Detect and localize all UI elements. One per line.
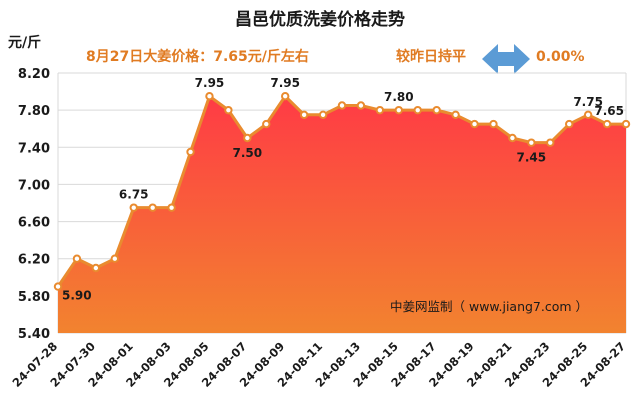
- area-series: [56, 94, 626, 334]
- data-point: [167, 203, 176, 212]
- data-point: [621, 119, 631, 129]
- data-point: [262, 119, 271, 129]
- data-point: [205, 92, 214, 101]
- y-tick-label: 5.40: [18, 327, 50, 342]
- data-points: [53, 92, 631, 291]
- data-point: [337, 101, 347, 110]
- y-tick-label: 6.20: [18, 253, 50, 268]
- data-point: [91, 263, 101, 273]
- data-point: [470, 119, 479, 129]
- data-point: [602, 119, 612, 129]
- data-point: [413, 105, 422, 115]
- y-tick-label: 7.80: [18, 104, 50, 119]
- data-point: [299, 110, 309, 119]
- data-point: [356, 101, 366, 110]
- chart-title: 昌邑优质洗姜价格走势: [235, 9, 405, 30]
- data-point: [546, 138, 555, 147]
- chart-subtitle-change: 较昨日持平: [396, 48, 466, 65]
- data-label: 5.90: [62, 289, 92, 303]
- data-label: 7.75: [573, 95, 603, 109]
- data-point: [72, 254, 82, 263]
- data-point: [527, 138, 536, 147]
- y-tick-label: 8.20: [18, 67, 50, 82]
- data-point: [186, 147, 195, 157]
- data-point: [129, 203, 138, 212]
- y-tick-label: 7.40: [18, 141, 50, 156]
- data-point: [583, 110, 593, 119]
- data-point: [53, 282, 63, 291]
- data-point: [224, 105, 233, 115]
- data-point: [565, 119, 574, 129]
- data-point: [243, 133, 252, 143]
- double-arrow-icon: [482, 44, 530, 74]
- data-point: [451, 110, 460, 119]
- data-label: 7.95: [270, 76, 300, 90]
- data-point: [508, 133, 517, 143]
- data-label: 7.45: [517, 151, 547, 165]
- data-point: [281, 92, 290, 101]
- area-fill: [58, 96, 626, 334]
- y-axis-ticks: 5.40 5.80 6.20 6.60 7.00 7.40 7.80 8.20: [18, 67, 50, 342]
- data-point: [375, 105, 385, 115]
- data-point: [110, 254, 120, 263]
- data-label: 7.50: [233, 146, 263, 160]
- data-labels: 5.90 6.75 7.95 7.50 7.95 7.80 7.45 7.757.65: [62, 76, 624, 302]
- watermark-text: 中姜网监制（ www.jiang7.com ）: [390, 299, 588, 314]
- data-label: 6.75: [119, 188, 149, 202]
- chart-subtitle-price: 8月27日大姜价格：7.65元/斤左右: [86, 48, 309, 65]
- y-tick-label: 5.80: [18, 290, 50, 305]
- data-point: [148, 203, 157, 212]
- y-tick-label: 7.00: [18, 178, 50, 193]
- data-point: [489, 119, 498, 129]
- x-axis-ticks: 24-07-2824-07-3024-08-0124-08-0324-08-05…: [10, 339, 629, 390]
- y-tick-label: 6.60: [18, 216, 50, 231]
- data-label: 7.80: [384, 90, 414, 104]
- change-percent: 0.00%: [536, 49, 585, 65]
- data-point: [318, 110, 328, 119]
- data-point: [432, 105, 441, 115]
- y-axis-unit-label: 元/斤: [8, 34, 41, 51]
- data-point: [394, 105, 403, 115]
- data-label: 7.95: [195, 76, 225, 90]
- data-label: 7.65: [594, 104, 624, 118]
